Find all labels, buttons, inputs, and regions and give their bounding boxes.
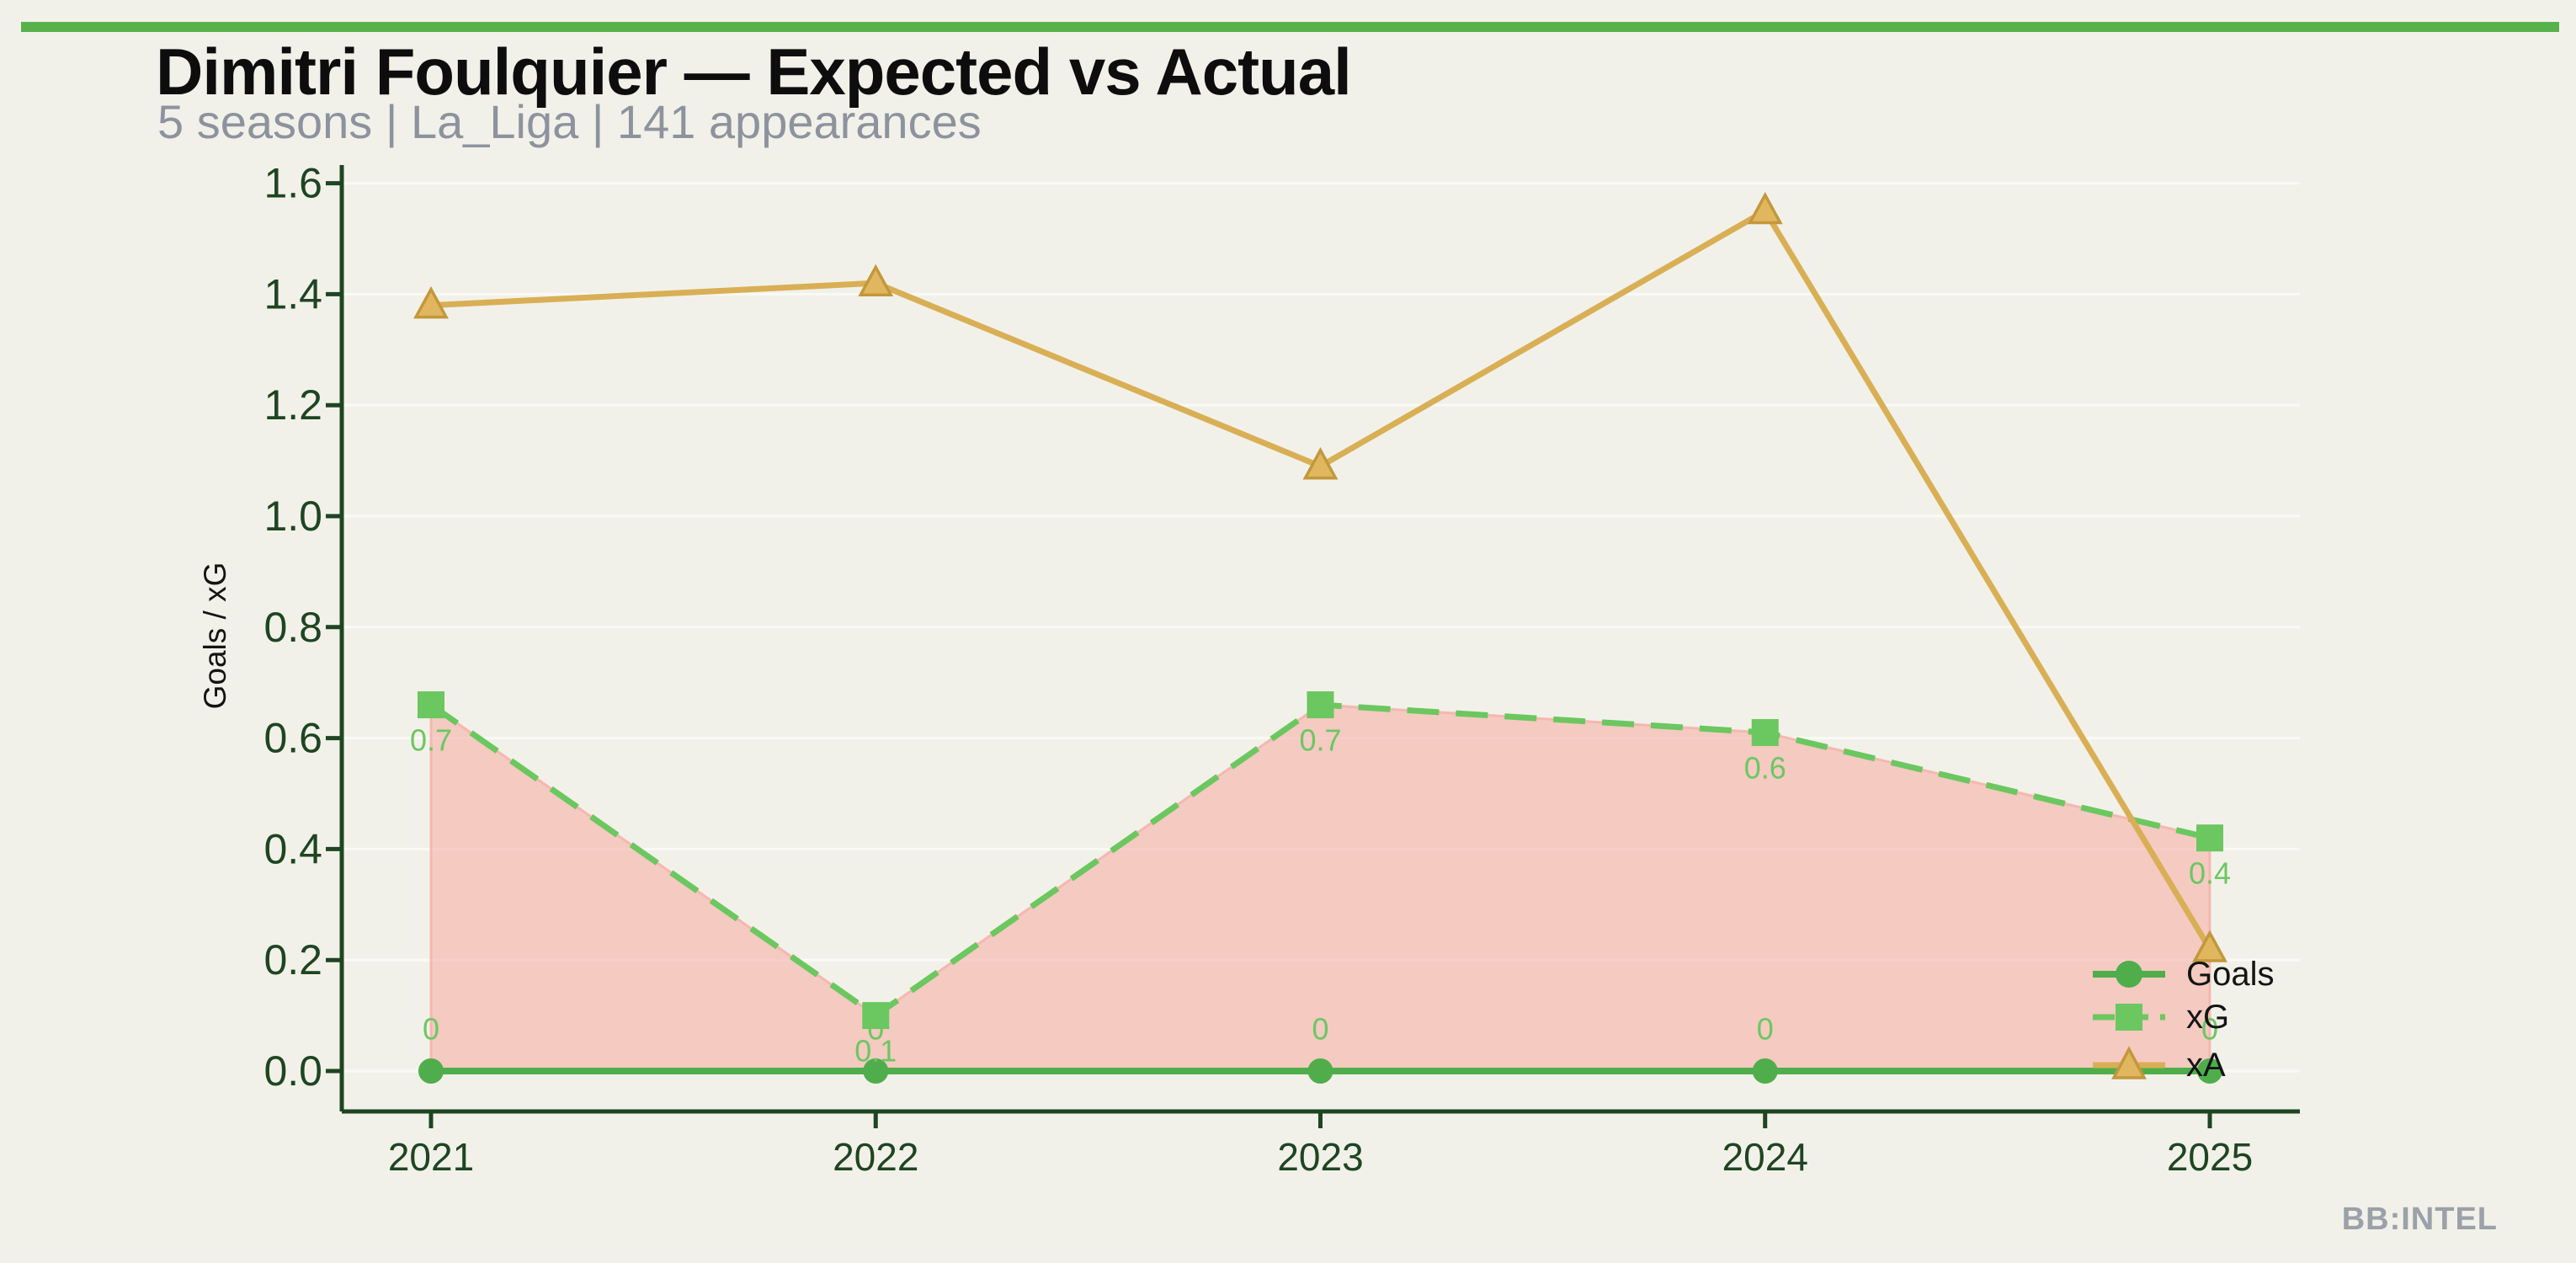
y-tick-label: 1.2 <box>263 381 322 429</box>
xa-triangle-icon <box>2111 1046 2147 1079</box>
goals-value-label: 0 <box>423 1012 439 1047</box>
xa-point-marker <box>858 264 894 296</box>
watermark-logo: BB:INTEL <box>2341 1202 2498 1237</box>
xa-point-marker <box>1302 447 1339 480</box>
page-title: Dimitri Foulquier — Expected vs Actual <box>156 35 1352 109</box>
goals-point-marker <box>1307 1058 1333 1084</box>
xg-point-marker <box>1751 719 1779 747</box>
data-series <box>413 191 2227 1084</box>
xg-value-label: 0.7 <box>410 723 452 758</box>
xa-point-marker <box>1747 191 1783 225</box>
y-tick-label: 0.0 <box>263 1047 322 1095</box>
goals-point-marker <box>418 1058 444 1084</box>
xa-point-marker <box>413 285 449 319</box>
y-tick-label: 1.0 <box>263 493 322 540</box>
xg-value-label: 0.4 <box>2189 856 2231 891</box>
xg-point-marker <box>1307 691 1334 719</box>
xg-value-label: 0.1 <box>854 1034 897 1068</box>
legend-entry-xg: xG <box>2093 999 2229 1036</box>
goals-value-label: 0 <box>2201 1012 2218 1047</box>
goals-point-marker <box>2197 1058 2222 1084</box>
x-tick-label: 2024 <box>1722 1135 1808 1179</box>
x-axis-ticks: 2021 2022 2023 2024 2025 <box>388 1111 2253 1179</box>
y-tick-label: 0.2 <box>263 936 322 983</box>
goals-point-marker <box>863 1058 889 1084</box>
y-tick-label: 1.6 <box>263 160 322 207</box>
legend: Goals xG xA <box>2093 956 2275 1084</box>
y-tick-label: 0.8 <box>263 604 322 651</box>
xg-value-label: 0.6 <box>1744 751 1786 786</box>
y-tick-label: 0.6 <box>263 715 322 762</box>
y-tick-label: 0.4 <box>263 825 322 872</box>
legend-label-goals: Goals <box>2186 956 2275 993</box>
xg-square-icon <box>2116 1004 2142 1031</box>
xa-point-marker <box>2192 930 2227 962</box>
xg-point-marker <box>418 691 444 719</box>
xg-point-marker <box>2196 824 2223 852</box>
axes: 0.0 0.2 0.4 0.6 0.8 1.0 1.2 1.4 1.6 2021 2022 2023… <box>198 160 2300 1179</box>
goals-point-marker <box>1752 1058 1778 1084</box>
x-tick-label: 2023 <box>1277 1135 1363 1179</box>
xg-point-marker <box>862 1002 890 1030</box>
y-tick-label: 1.4 <box>263 270 322 317</box>
legend-label-xg: xG <box>2186 999 2229 1036</box>
xg-value-label: 0.7 <box>1299 723 1341 758</box>
x-tick-label: 2022 <box>833 1135 918 1179</box>
x-tick-label: 2021 <box>388 1135 474 1179</box>
legend-label-xa: xA <box>2186 1047 2226 1084</box>
y-axis-ticks: 0.0 0.2 0.4 0.6 0.8 1.0 1.2 1.4 1.6 <box>263 160 342 1095</box>
x-tick-label: 2025 <box>2167 1135 2253 1179</box>
goals-value-label: 0 <box>867 1012 884 1047</box>
top-accent-bar <box>21 22 2559 32</box>
legend-entry-goals: Goals <box>2093 956 2275 993</box>
goals-value-label: 0 <box>1757 1012 1774 1047</box>
y-axis-title: Goals / xG <box>198 562 232 710</box>
point-value-labels: 0 0 0 0 0 0.7 0.1 0.7 0.6 0.4 <box>410 723 2231 1068</box>
legend-entry-xa: xA <box>2093 1046 2226 1084</box>
goals-value-label: 0 <box>1312 1012 1328 1047</box>
page-subtitle: 5 seasons | La_Liga | 141 appearances <box>157 95 982 148</box>
goals-circle-icon <box>2116 961 2142 988</box>
